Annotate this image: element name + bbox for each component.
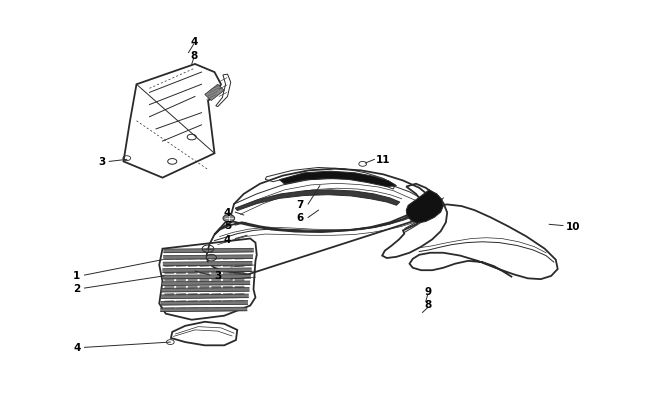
Polygon shape (162, 282, 250, 286)
Polygon shape (235, 271, 244, 275)
Polygon shape (164, 293, 174, 296)
Polygon shape (161, 295, 248, 299)
Polygon shape (223, 286, 233, 289)
Polygon shape (223, 257, 233, 260)
Polygon shape (162, 269, 252, 273)
Polygon shape (200, 279, 209, 282)
Polygon shape (211, 301, 221, 304)
Polygon shape (235, 279, 244, 282)
Text: 4: 4 (224, 208, 231, 217)
Polygon shape (164, 279, 174, 282)
Text: 6: 6 (296, 213, 304, 223)
Text: 10: 10 (566, 221, 580, 231)
Polygon shape (280, 172, 396, 187)
Polygon shape (161, 308, 247, 312)
Polygon shape (176, 271, 186, 275)
Polygon shape (223, 271, 233, 275)
Text: 3: 3 (98, 157, 106, 167)
Polygon shape (176, 293, 186, 296)
Polygon shape (211, 271, 221, 275)
Polygon shape (188, 308, 198, 311)
Text: 3: 3 (214, 271, 222, 280)
Text: 2: 2 (73, 284, 81, 293)
Polygon shape (164, 257, 174, 260)
Polygon shape (211, 286, 221, 289)
Text: 11: 11 (376, 155, 391, 165)
Polygon shape (200, 264, 209, 267)
Polygon shape (200, 286, 209, 289)
Polygon shape (406, 190, 443, 224)
Text: 4: 4 (224, 234, 231, 244)
Polygon shape (235, 264, 244, 267)
Polygon shape (176, 286, 186, 289)
Polygon shape (235, 257, 244, 260)
Polygon shape (223, 293, 233, 296)
Polygon shape (223, 301, 233, 304)
Polygon shape (188, 271, 198, 275)
Polygon shape (211, 264, 221, 267)
Polygon shape (235, 301, 244, 304)
Polygon shape (211, 293, 221, 296)
Text: WILDCAT: WILDCAT (307, 197, 330, 202)
Text: 7: 7 (296, 200, 304, 209)
Polygon shape (176, 257, 186, 260)
Text: 4: 4 (73, 343, 81, 352)
Circle shape (223, 215, 235, 222)
Polygon shape (211, 279, 221, 282)
Polygon shape (164, 264, 174, 267)
Polygon shape (162, 288, 249, 292)
Polygon shape (162, 275, 251, 279)
Polygon shape (176, 279, 186, 282)
Polygon shape (176, 264, 186, 267)
Polygon shape (188, 257, 198, 260)
Text: 9: 9 (424, 287, 431, 296)
Text: 8: 8 (424, 300, 432, 309)
Text: 4: 4 (190, 37, 198, 47)
Polygon shape (200, 308, 209, 311)
Polygon shape (211, 257, 221, 260)
Text: 8: 8 (190, 51, 198, 61)
Polygon shape (188, 264, 198, 267)
Polygon shape (163, 262, 252, 266)
Polygon shape (200, 271, 209, 275)
Polygon shape (164, 286, 174, 289)
Polygon shape (223, 264, 233, 267)
Polygon shape (164, 301, 174, 304)
Polygon shape (235, 293, 244, 296)
Polygon shape (211, 308, 221, 311)
Polygon shape (163, 256, 253, 260)
Polygon shape (161, 301, 248, 305)
Polygon shape (164, 308, 174, 311)
Polygon shape (223, 279, 233, 282)
Polygon shape (164, 271, 174, 275)
Polygon shape (200, 301, 209, 304)
Polygon shape (223, 308, 233, 311)
Polygon shape (188, 286, 198, 289)
Text: 1: 1 (73, 271, 81, 280)
Polygon shape (188, 279, 198, 282)
Polygon shape (164, 249, 254, 253)
Polygon shape (200, 293, 209, 296)
Polygon shape (176, 308, 186, 311)
Polygon shape (188, 301, 198, 304)
Polygon shape (188, 293, 198, 296)
Polygon shape (205, 85, 224, 101)
Polygon shape (235, 308, 244, 311)
Polygon shape (235, 190, 400, 211)
Polygon shape (235, 286, 244, 289)
Text: 5: 5 (224, 221, 231, 230)
Polygon shape (200, 257, 209, 260)
Polygon shape (176, 301, 186, 304)
